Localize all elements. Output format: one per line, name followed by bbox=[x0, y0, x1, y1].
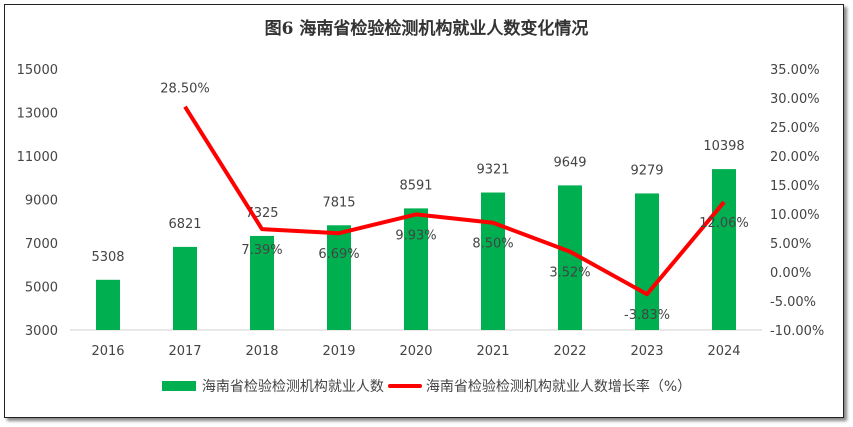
bar-data-label: 9649 bbox=[553, 155, 586, 170]
right-tick-label: -10.00% bbox=[770, 324, 824, 339]
x-tick-label: 2024 bbox=[707, 344, 740, 359]
bar-data-label: 5308 bbox=[91, 250, 124, 265]
right-tick-label: 30.00% bbox=[770, 92, 820, 107]
right-tick-label: 15.00% bbox=[770, 179, 820, 194]
right-tick-label: 35.00% bbox=[770, 63, 820, 78]
legend: 海南省检验检测机构就业人数 海南省检验检测机构就业人数增长率（%） bbox=[0, 376, 853, 396]
bar bbox=[635, 193, 659, 330]
bar bbox=[712, 169, 736, 330]
legend-line-label: 海南省检验检测机构就业人数增长率（%） bbox=[425, 379, 692, 395]
bar bbox=[327, 225, 351, 330]
x-tick-label: 2021 bbox=[476, 344, 509, 359]
right-tick-label: 10.00% bbox=[770, 208, 820, 223]
left-tick-label: 11000 bbox=[17, 150, 58, 165]
right-tick-label: 25.00% bbox=[770, 121, 820, 136]
line-data-label: 7.39% bbox=[241, 243, 282, 258]
bar-data-label: 10398 bbox=[703, 139, 744, 154]
x-tick-label: 2019 bbox=[322, 344, 355, 359]
legend-bar-label: 海南省检验检测机构就业人数 bbox=[201, 379, 384, 395]
x-tick-label: 2022 bbox=[553, 344, 586, 359]
left-tick-label: 9000 bbox=[25, 194, 58, 209]
x-tick-label: 2017 bbox=[168, 344, 201, 359]
bar bbox=[250, 235, 274, 330]
x-tick-label: 2020 bbox=[399, 344, 432, 359]
legend-bar-swatch bbox=[161, 381, 196, 391]
line-data-label: 6.69% bbox=[318, 247, 359, 262]
chart-title: 图6 海南省检验检测机构就业人数变化情况 bbox=[264, 19, 589, 39]
x-tick-label: 2023 bbox=[630, 344, 663, 359]
left-tick-label: 3000 bbox=[25, 324, 58, 339]
bar-data-label: 6821 bbox=[168, 217, 201, 232]
left-tick-label: 7000 bbox=[25, 237, 58, 252]
bar bbox=[481, 192, 505, 330]
bar-data-label: 9279 bbox=[630, 163, 663, 178]
bar bbox=[173, 246, 197, 330]
bar-data-label: 8591 bbox=[399, 178, 432, 193]
line-data-label: 8.50% bbox=[472, 237, 513, 252]
bar-data-label: 9321 bbox=[476, 163, 509, 178]
right-tick-label: 0.00% bbox=[770, 266, 811, 281]
bar-data-label: 7815 bbox=[322, 195, 355, 210]
line-data-label: 12.06% bbox=[699, 216, 749, 231]
right-tick-label: 20.00% bbox=[770, 150, 820, 165]
line-data-label: -3.83% bbox=[624, 308, 670, 323]
bar bbox=[96, 279, 120, 330]
line-data-label: 28.50% bbox=[160, 82, 210, 97]
left-tick-label: 15000 bbox=[17, 63, 58, 78]
line-data-label: 9.93% bbox=[395, 228, 436, 243]
right-tick-label: -5.00% bbox=[770, 295, 816, 310]
left-tick-label: 5000 bbox=[25, 281, 58, 296]
bar bbox=[404, 208, 428, 330]
right-tick-label: 5.00% bbox=[770, 237, 811, 252]
left-tick-label: 13000 bbox=[17, 107, 58, 122]
x-tick-label: 2018 bbox=[245, 344, 278, 359]
legend-line-swatch bbox=[387, 384, 422, 388]
x-tick-label: 2016 bbox=[91, 344, 124, 359]
line-data-label: 3.52% bbox=[549, 266, 590, 281]
growth-line bbox=[183, 105, 726, 297]
